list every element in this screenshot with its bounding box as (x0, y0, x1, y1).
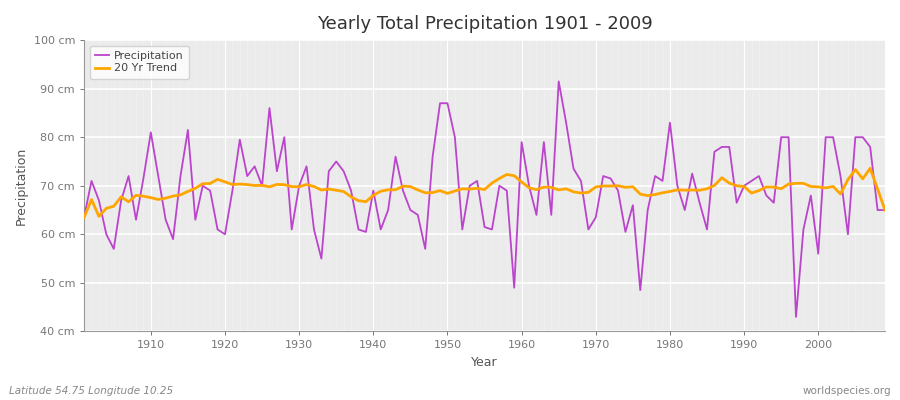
20 Yr Trend (138, 194, 148, 198)
Precipitation (302, 164, 312, 169)
X-axis label: Year: Year (472, 356, 498, 369)
Precipitation (138, 176, 148, 181)
Legend: Precipitation, 20 Yr Trend: Precipitation, 20 Yr Trend (90, 46, 189, 79)
Text: Latitude 54.75 Longitude 10.25: Latitude 54.75 Longitude 10.25 (9, 386, 173, 396)
20 Yr Trend (605, 184, 616, 188)
20 Yr Trend (865, 166, 876, 171)
20 Yr Trend (302, 182, 312, 187)
Precipitation (554, 79, 564, 84)
Precipitation (879, 208, 890, 212)
20 Yr Trend (517, 180, 527, 184)
20 Yr Trend (78, 215, 89, 220)
Precipitation (78, 215, 89, 220)
20 Yr Trend (508, 173, 519, 178)
Y-axis label: Precipitation: Precipitation (15, 147, 28, 225)
Title: Yearly Total Precipitation 1901 - 2009: Yearly Total Precipitation 1901 - 2009 (317, 15, 652, 33)
Precipitation (613, 188, 624, 193)
Precipitation (790, 314, 801, 319)
20 Yr Trend (346, 194, 356, 199)
Line: 20 Yr Trend: 20 Yr Trend (84, 168, 885, 217)
Precipitation (517, 140, 527, 144)
Precipitation (508, 285, 519, 290)
20 Yr Trend (879, 208, 890, 212)
Text: worldspecies.org: worldspecies.org (803, 386, 891, 396)
Line: Precipitation: Precipitation (84, 81, 885, 317)
Precipitation (346, 188, 356, 193)
